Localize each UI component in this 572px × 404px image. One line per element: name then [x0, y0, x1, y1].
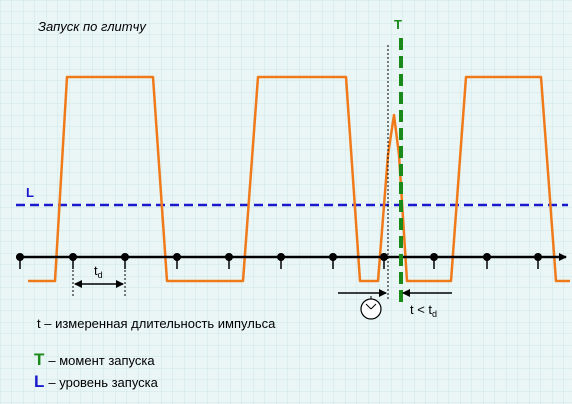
trigger-label: T [394, 17, 402, 32]
timer-icon [360, 296, 382, 320]
title: Запуск по глитчу [38, 19, 147, 34]
td-sub: d [98, 270, 103, 280]
condition-sub: d [432, 309, 437, 319]
legend-symbol: L [34, 372, 44, 391]
condition-base: t < t [410, 302, 432, 317]
td-label: td [94, 263, 103, 280]
legend-entry: L – уровень запуска [34, 372, 159, 391]
legend-symbol: T [34, 350, 45, 369]
waveform [28, 75, 570, 283]
legend-entry: T – момент запуска [34, 350, 155, 369]
level-label: L [26, 185, 34, 200]
note: t – измеренная длительность импульса [37, 316, 276, 331]
td-base: t [94, 263, 98, 278]
condition-label: t < td [410, 302, 437, 319]
legend-text: – уровень запуска [48, 375, 158, 390]
legend-text: – момент запуска [48, 353, 155, 368]
